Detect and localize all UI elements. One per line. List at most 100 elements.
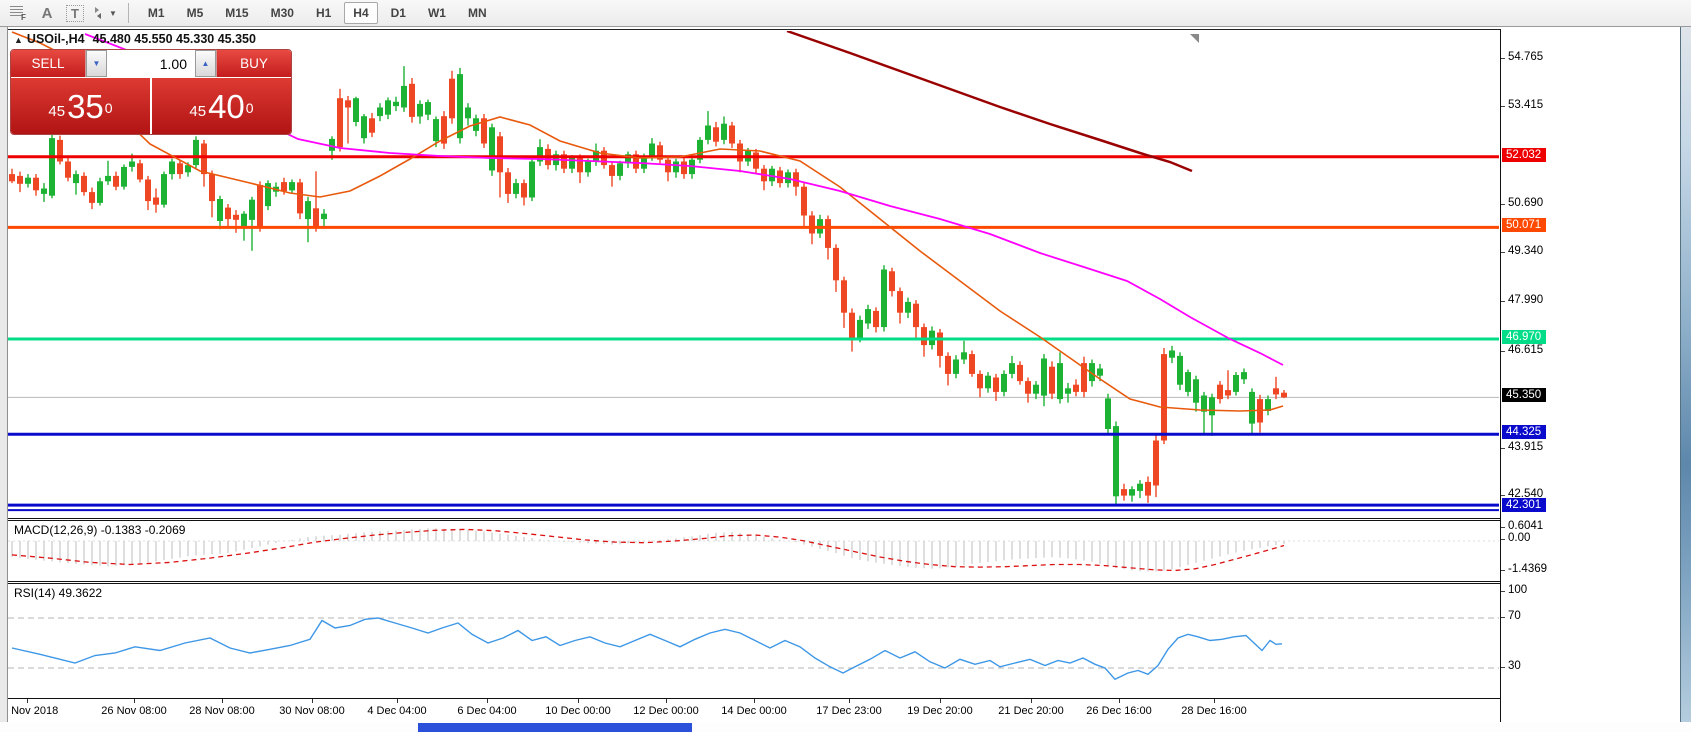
time-label: 19 Dec 20:00 — [907, 705, 973, 717]
timeframe-d1[interactable]: D1 — [382, 2, 415, 24]
price-level-badge: 52.032 — [1502, 148, 1547, 162]
axis-tick — [1501, 527, 1505, 528]
buy-button[interactable]: BUY — [217, 50, 291, 77]
time-axis[interactable]: 22 Nov 2018 26 Nov 08:00 28 Nov 08:00 30 No… — [8, 698, 1500, 723]
buy-price-big: 40 — [208, 87, 245, 125]
time-tick — [134, 699, 135, 703]
timeframe-group: M1 M5 M15 M30 H1 H4 D1 W1 MN — [137, 2, 498, 24]
time-label: 14 Dec 00:00 — [721, 705, 787, 717]
sell-price-sup: 0 — [104, 100, 113, 116]
volume-field[interactable]: 1.00 — [159, 55, 187, 72]
panel-collapse-icon[interactable]: ▲ — [14, 35, 23, 45]
font-grid-icon[interactable]: F — [6, 2, 32, 25]
sell-price-big: 35 — [67, 87, 104, 125]
time-tick — [1119, 699, 1120, 703]
time-tick — [1214, 699, 1215, 703]
rsi-scale-label: 70 — [1508, 610, 1521, 622]
time-label: 28 Dec 16:00 — [1181, 705, 1247, 717]
symbol-period-label: USOil-,H4 — [26, 32, 85, 46]
price-level-badge: 44.325 — [1502, 425, 1547, 439]
price-tick-label: 43.915 — [1508, 441, 1544, 453]
timeframe-h1[interactable]: H1 — [307, 2, 340, 24]
one-click-trading-panel: SELL ▼ 1.00 ▲ BUY 45 35 0 45 40 0 — [10, 49, 292, 135]
sell-price-tile[interactable]: 45 35 0 — [11, 78, 150, 134]
price-tick-label: 53.415 — [1508, 99, 1544, 111]
time-label: 26 Dec 16:00 — [1086, 705, 1152, 717]
time-tick — [27, 699, 28, 703]
time-tick — [940, 699, 941, 703]
time-label: 6 Dec 04:00 — [457, 705, 517, 717]
time-label: 17 Dec 23:00 — [816, 705, 882, 717]
sell-price-prefix: 45 — [48, 102, 66, 120]
rsi-scale-label: 100 — [1508, 584, 1528, 596]
toolbar-separator — [127, 3, 129, 23]
timeframe-m1[interactable]: M1 — [139, 2, 174, 24]
timeframe-h4[interactable]: H4 — [344, 2, 378, 24]
window-bottom-edge — [0, 722, 1691, 732]
time-label: 22 Nov 2018 — [8, 705, 59, 717]
timeframe-m15[interactable]: M15 — [216, 2, 257, 24]
timeframe-m5[interactable]: M5 — [178, 2, 213, 24]
axis-tick — [1501, 539, 1505, 540]
time-label: 12 Dec 00:00 — [633, 705, 699, 717]
buy-price-sup: 0 — [245, 100, 254, 116]
price-level-badge: 50.071 — [1502, 218, 1547, 232]
taskbar-highlight — [418, 722, 692, 732]
rsi-canvas[interactable] — [8, 584, 1499, 696]
timeframe-mn[interactable]: MN — [459, 2, 496, 24]
rsi-scale-label: 30 — [1508, 660, 1521, 672]
axis-tick — [1501, 617, 1505, 618]
time-tick — [754, 699, 755, 703]
axis-tick — [1501, 570, 1505, 571]
macd-scale-label: -1.4369 — [1508, 563, 1548, 575]
window-right-border — [1680, 27, 1691, 732]
text-label-icon[interactable]: A — [34, 2, 60, 25]
price-tick-label: 50.690 — [1508, 197, 1544, 209]
rsi-label: RSI(14) 49.3622 — [14, 586, 103, 600]
timeframe-w1[interactable]: W1 — [419, 2, 455, 24]
volume-stepper: ▼ 1.00 ▲ — [85, 50, 217, 77]
time-label: 30 Nov 08:00 — [279, 705, 345, 717]
axis-tick — [1501, 448, 1505, 449]
time-tick — [487, 699, 488, 703]
volume-increase-icon[interactable]: ▲ — [195, 50, 216, 77]
axis-tick — [1501, 591, 1505, 592]
timeframe-m30[interactable]: M30 — [262, 2, 303, 24]
chart-title: ▲ USOil-,H4 45.480 45.550 45.330 45.350 — [14, 32, 256, 46]
svg-text:F: F — [21, 13, 26, 21]
time-label: 21 Dec 20:00 — [998, 705, 1064, 717]
price-axis[interactable]: 54.765 53.415 50.690 49.340 47.990 46.615 43.9… — [1500, 29, 1680, 722]
time-tick — [849, 699, 850, 703]
axis-tick — [1501, 495, 1505, 496]
price-level-badge: 45.350 — [1502, 388, 1547, 402]
time-label: 26 Nov 08:00 — [101, 705, 167, 717]
axis-tick — [1501, 667, 1505, 668]
axis-tick — [1501, 301, 1505, 302]
macd-canvas[interactable] — [8, 521, 1499, 581]
axis-tick — [1501, 106, 1505, 107]
dropdown-arrow-icon: ▼ — [109, 8, 117, 18]
text-box-icon[interactable]: T — [62, 2, 88, 25]
axis-tick — [1501, 204, 1505, 205]
price-tick-label: 47.990 — [1508, 294, 1544, 306]
pane-separator[interactable] — [8, 518, 1500, 521]
scroll-to-end-icon — [1190, 34, 1199, 43]
shapes-tool-icon[interactable]: ▼ — [90, 2, 117, 25]
volume-decrease-icon[interactable]: ▼ — [86, 50, 107, 77]
window-left-border — [0, 27, 8, 732]
time-tick — [666, 699, 667, 703]
pane-separator[interactable] — [8, 581, 1500, 584]
axis-tick — [1501, 58, 1505, 59]
sell-button[interactable]: SELL — [11, 50, 85, 77]
price-tick-label: 54.765 — [1508, 51, 1544, 63]
buy-price-tile[interactable]: 45 40 0 — [152, 78, 291, 134]
time-label: 28 Nov 08:00 — [189, 705, 255, 717]
time-tick — [1031, 699, 1032, 703]
time-tick — [397, 699, 398, 703]
time-tick — [578, 699, 579, 703]
buy-price-prefix: 45 — [189, 102, 207, 120]
price-tick-label: 49.340 — [1508, 245, 1544, 257]
toolbar: F A T ▼ M1 M5 M15 M30 H1 H4 D1 W1 MN — [0, 0, 1691, 27]
price-level-badge: 46.970 — [1502, 330, 1547, 344]
